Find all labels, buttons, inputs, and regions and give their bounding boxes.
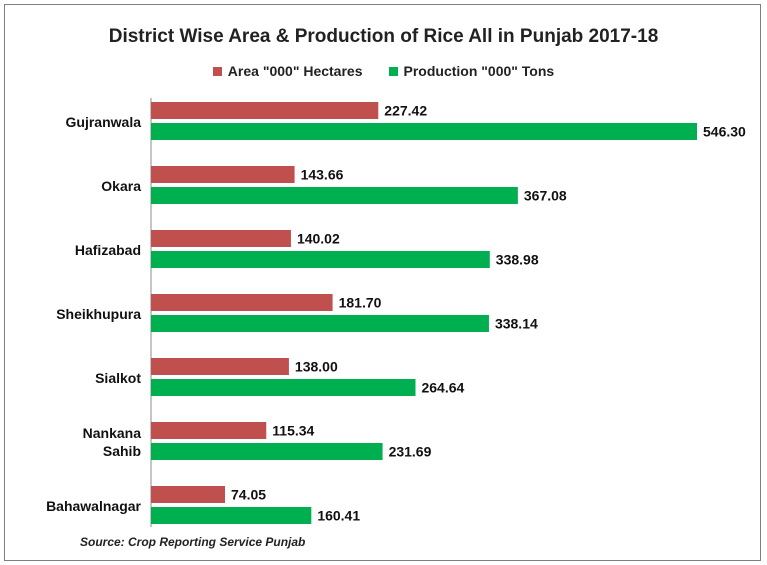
category-label: Sheikhupura bbox=[56, 306, 141, 322]
legend-label-production: Production "000" Tons bbox=[403, 63, 555, 79]
category-label: Gujranwala bbox=[66, 114, 142, 130]
category-label: Okara bbox=[101, 178, 141, 194]
data-label-area: 138.00 bbox=[295, 359, 338, 375]
bar-production bbox=[151, 379, 416, 396]
data-label-production: 264.64 bbox=[421, 380, 464, 396]
bar-area bbox=[151, 102, 379, 119]
data-label-production: 231.69 bbox=[389, 444, 432, 460]
data-label-production: 367.08 bbox=[524, 188, 567, 204]
bar-production bbox=[151, 251, 490, 268]
chart-legend: Area "000" Hectares Production "000" Ton… bbox=[0, 63, 767, 79]
data-label-production: 338.98 bbox=[496, 252, 539, 268]
chart-frame bbox=[4, 4, 761, 561]
data-label-area: 115.34 bbox=[272, 423, 314, 439]
bar-area bbox=[151, 358, 289, 375]
data-label-area: 227.42 bbox=[384, 103, 427, 119]
bar-area bbox=[151, 166, 295, 183]
data-label-production: 338.14 bbox=[495, 316, 538, 332]
chart-title: District Wise Area & Production of Rice … bbox=[108, 26, 659, 47]
bar-production bbox=[151, 315, 489, 332]
legend-swatch-area bbox=[212, 66, 222, 76]
bar-area bbox=[151, 422, 267, 439]
category-label: Nankana Sahib bbox=[83, 425, 142, 459]
bar-area bbox=[151, 230, 291, 247]
data-label-area: 74.05 bbox=[231, 487, 266, 503]
bar-area bbox=[151, 486, 226, 503]
legend-item-area: Area "000" Hectares bbox=[212, 63, 363, 79]
bar-area bbox=[151, 294, 333, 311]
category-label: Bahawalnagar bbox=[46, 498, 141, 514]
legend-label-area: Area "000" Hectares bbox=[227, 63, 363, 79]
category-label: Hafizabad bbox=[75, 242, 141, 258]
bar-production bbox=[151, 123, 697, 140]
data-label-area: 181.70 bbox=[339, 295, 382, 311]
data-label-area: 140.02 bbox=[297, 231, 340, 247]
category-label: Sialkot bbox=[95, 370, 141, 386]
legend-item-production: Production "000" Tons bbox=[388, 63, 555, 79]
bar-production bbox=[151, 443, 383, 460]
bar-production bbox=[151, 507, 312, 524]
source-note: Source: Crop Reporting Service Punjab bbox=[80, 535, 306, 549]
bar-production bbox=[151, 187, 518, 204]
data-label-production: 546.30 bbox=[703, 124, 746, 140]
data-label-production: 160.41 bbox=[317, 508, 360, 524]
data-label-area: 143.66 bbox=[301, 167, 344, 183]
legend-swatch-production bbox=[388, 66, 398, 76]
